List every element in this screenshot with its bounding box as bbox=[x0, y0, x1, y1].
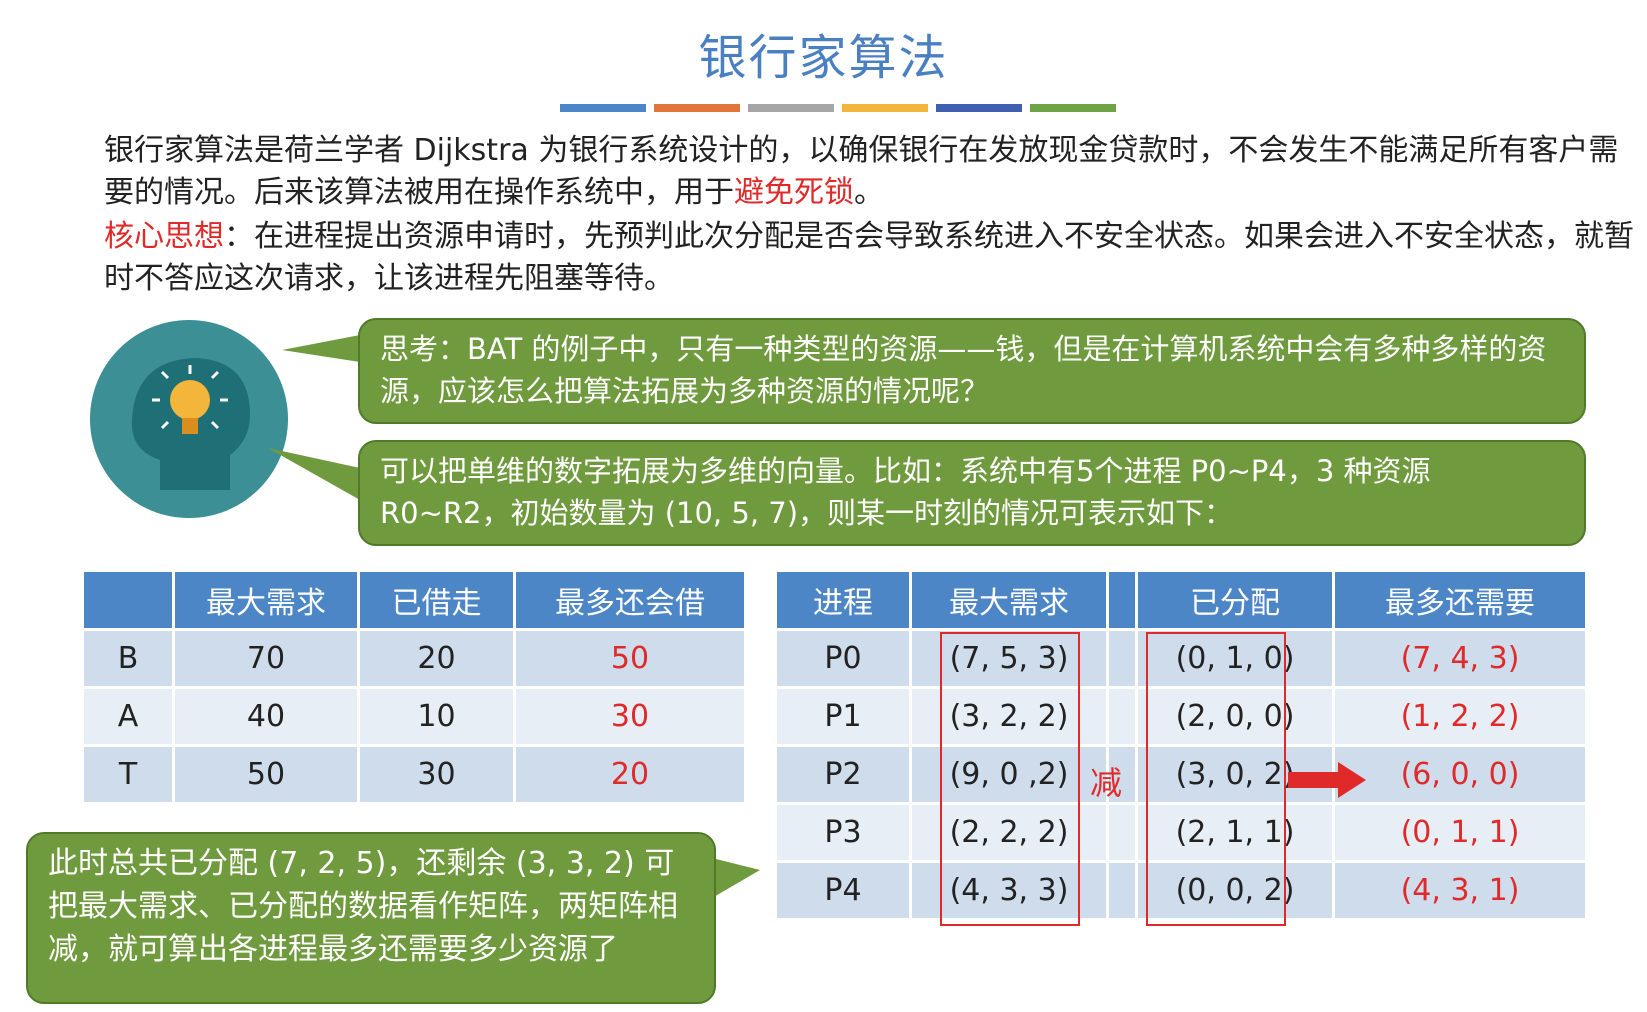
right-arrow-icon bbox=[1288, 762, 1366, 798]
core-idea-text: ：在进程提出资源申请时，先预判此次分配是否会导致系统进入不安全状态。如果会进入不… bbox=[104, 219, 1634, 296]
table-cell: 70 bbox=[173, 629, 360, 689]
divider-segment bbox=[1030, 104, 1116, 112]
table-cell: 50 bbox=[173, 745, 360, 805]
table-row: P0 (7, 5, 3) (0, 1, 0) (7, 4, 3) bbox=[777, 629, 1588, 689]
right-table: 进程 最大需求 已分配 最多还需要 P0 (7, 5, 3) (0, 1, 0)… bbox=[777, 572, 1588, 921]
table-cell: 20 bbox=[514, 745, 747, 805]
table-row: A 40 10 30 bbox=[84, 687, 747, 747]
table-cell: (9, 0 ,2) bbox=[910, 745, 1109, 805]
table-cell bbox=[1107, 803, 1138, 863]
table-cell bbox=[1107, 861, 1138, 921]
minus-label: 减 bbox=[1090, 764, 1123, 802]
table-cell bbox=[1107, 745, 1138, 805]
divider-segment bbox=[654, 104, 740, 112]
table-cell: (6, 0, 0) bbox=[1333, 745, 1588, 805]
table-header-row: 进程 最大需求 已分配 最多还需要 bbox=[777, 572, 1588, 631]
table-cell bbox=[1107, 687, 1138, 747]
table-cell: (0, 1, 0) bbox=[1136, 629, 1335, 689]
header-cell bbox=[1107, 572, 1138, 631]
table-cell: (3, 0, 2) bbox=[1136, 745, 1335, 805]
intro-text: 银行家算法是荷兰学者 Dijkstra 为银行系统设计的，以确保银行在发放现金贷… bbox=[104, 133, 1619, 210]
table-cell: (2, 0, 0) bbox=[1136, 687, 1335, 747]
max-demand-matrix-box bbox=[940, 632, 1080, 926]
table-cell: (4, 3, 1) bbox=[1333, 861, 1588, 921]
allocated-matrix-box bbox=[1146, 632, 1286, 926]
intro-text-end: 。 bbox=[854, 175, 884, 210]
divider-segment bbox=[842, 104, 928, 112]
table-cell: T bbox=[84, 745, 175, 805]
header-cell: 最大需求 bbox=[910, 572, 1109, 631]
table-cell: 30 bbox=[514, 687, 747, 747]
title-divider bbox=[560, 104, 1116, 112]
table-cell: (0, 1, 1) bbox=[1333, 803, 1588, 863]
table-cell: (2, 1, 1) bbox=[1136, 803, 1335, 863]
think-bubble: 思考：BAT 的例子中，只有一种类型的资源——钱，但是在计算机系统中会有多种多样… bbox=[358, 318, 1586, 424]
table-row: P1 (3, 2, 2) (2, 0, 0) (1, 2, 2) bbox=[777, 687, 1588, 747]
header-cell: 最多还需要 bbox=[1333, 572, 1588, 631]
table-header-row: 最大需求 已借走 最多还会借 bbox=[84, 572, 747, 631]
answer-bubble: 可以把单维的数字拓展为多维的向量。比如：系统中有5个进程 P0~P4，3 种资源… bbox=[358, 440, 1586, 546]
table-cell: (7, 5, 3) bbox=[910, 629, 1109, 689]
divider-segment bbox=[936, 104, 1022, 112]
table-cell: (7, 4, 3) bbox=[1333, 629, 1588, 689]
header-cell: 进程 bbox=[777, 572, 912, 631]
summary-bubble: 此时总共已分配 (7, 2, 5)，还剩余 (3, 3, 2) 可把最大需求、已… bbox=[26, 832, 716, 1004]
table-cell: P3 bbox=[777, 803, 912, 863]
table-cell: P0 bbox=[777, 629, 912, 689]
table-cell bbox=[1107, 629, 1138, 689]
table-row: P4 (4, 3, 3) (0, 0, 2) (4, 3, 1) bbox=[777, 861, 1588, 921]
table-cell: (4, 3, 3) bbox=[910, 861, 1109, 921]
table-cell: P2 bbox=[777, 745, 912, 805]
header-cell: 已分配 bbox=[1136, 572, 1335, 631]
table-cell: B bbox=[84, 629, 175, 689]
table-cell: P1 bbox=[777, 687, 912, 747]
page-title: 银行家算法 bbox=[698, 30, 949, 86]
intro-highlight: 避免死锁 bbox=[734, 175, 854, 210]
table-row: B 70 20 50 bbox=[84, 629, 747, 689]
table-cell: (1, 2, 2) bbox=[1333, 687, 1588, 747]
divider-segment bbox=[748, 104, 834, 112]
header-cell: 已借走 bbox=[358, 572, 516, 631]
table-cell: 20 bbox=[358, 629, 516, 689]
header-cell bbox=[84, 572, 175, 631]
table-cell: 40 bbox=[173, 687, 360, 747]
table-cell: 30 bbox=[358, 745, 516, 805]
core-idea-paragraph: 核心思想：在进程提出资源申请时，先预判此次分配是否会导致系统进入不安全状态。如果… bbox=[104, 216, 1634, 300]
head-lightbulb-icon bbox=[90, 320, 288, 518]
table-cell: 10 bbox=[358, 687, 516, 747]
table-row: T 50 30 20 bbox=[84, 745, 747, 805]
header-cell: 最多还会借 bbox=[514, 572, 747, 631]
divider-segment bbox=[560, 104, 646, 112]
intro-paragraph: 银行家算法是荷兰学者 Dijkstra 为银行系统设计的，以确保银行在发放现金贷… bbox=[104, 130, 1634, 214]
table-cell: (2, 2, 2) bbox=[910, 803, 1109, 863]
table-cell: P4 bbox=[777, 861, 912, 921]
header-cell: 最大需求 bbox=[173, 572, 360, 631]
table-cell: (0, 0, 2) bbox=[1136, 861, 1335, 921]
table-cell: 50 bbox=[514, 629, 747, 689]
table-row: P2 (9, 0 ,2) (3, 0, 2) (6, 0, 0) bbox=[777, 745, 1588, 805]
core-idea-label: 核心思想 bbox=[104, 219, 224, 254]
table-cell: A bbox=[84, 687, 175, 747]
left-table: 最大需求 已借走 最多还会借 B 70 20 50 A 40 10 30 T 5… bbox=[84, 572, 747, 805]
table-cell: (3, 2, 2) bbox=[910, 687, 1109, 747]
table-row: P3 (2, 2, 2) (2, 1, 1) (0, 1, 1) bbox=[777, 803, 1588, 863]
